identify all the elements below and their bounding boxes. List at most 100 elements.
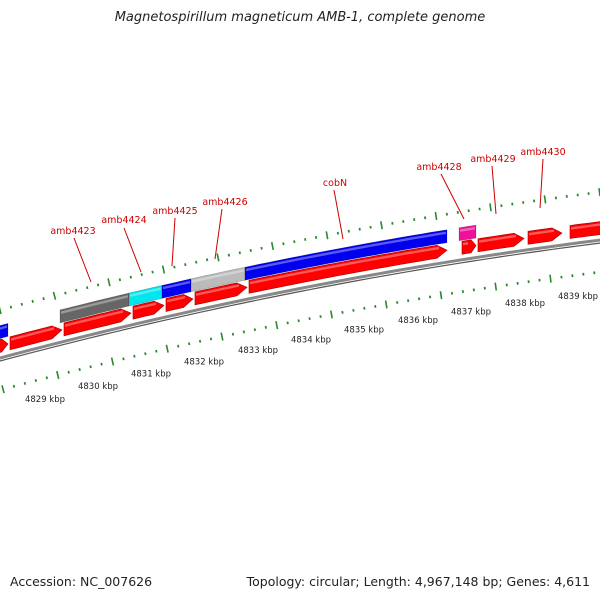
minor-tick bbox=[450, 291, 454, 295]
major-tick bbox=[434, 211, 438, 221]
minor-tick bbox=[177, 344, 180, 348]
minor-tick bbox=[227, 253, 231, 257]
minor-tick bbox=[319, 315, 322, 318]
minor-tick bbox=[118, 278, 122, 282]
minor-tick bbox=[9, 305, 13, 309]
minor-tick bbox=[260, 246, 263, 250]
minor-tick bbox=[363, 306, 366, 310]
gene-label: cobN bbox=[323, 178, 347, 189]
minor-tick bbox=[173, 265, 176, 269]
minor-tick bbox=[231, 332, 235, 336]
map-title: Magnetospirillum magneticum AMB-1, compl… bbox=[114, 10, 486, 25]
cds-arrow bbox=[248, 244, 448, 294]
minor-tick bbox=[238, 251, 241, 255]
cds-arrow-highlight bbox=[167, 296, 185, 303]
major-tick bbox=[52, 291, 57, 300]
feature-band-blue-left bbox=[0, 323, 9, 339]
gene-label-leader bbox=[73, 237, 92, 283]
gene-label-leader bbox=[491, 165, 497, 215]
feature-band-cyan-amb4424-highlight bbox=[130, 287, 161, 297]
major-tick bbox=[1, 385, 5, 394]
major-tick bbox=[439, 291, 443, 300]
cds-arrow bbox=[194, 282, 248, 306]
kbp-label: 4839 kbp bbox=[558, 292, 598, 302]
gene-label: amb4428 bbox=[416, 162, 461, 173]
cds-arrow bbox=[63, 308, 132, 337]
minor-tick bbox=[31, 299, 34, 303]
minor-tick bbox=[253, 328, 256, 332]
minor-tick bbox=[242, 330, 246, 334]
major-tick bbox=[494, 282, 498, 291]
major-tick bbox=[380, 221, 383, 230]
minor-tick bbox=[249, 248, 252, 253]
minor-tick bbox=[155, 349, 158, 353]
genome-summary-text: Topology: circular; Length: 4,967,148 bp… bbox=[246, 574, 590, 589]
genome-backbone bbox=[0, 238, 600, 362]
kbp-label: 4837 kbp bbox=[451, 307, 491, 317]
feature-band-blue-cobN bbox=[244, 229, 448, 281]
minor-tick bbox=[209, 337, 213, 341]
cds-arrow bbox=[9, 325, 63, 351]
cds-arrow bbox=[132, 300, 165, 320]
major-tick bbox=[325, 231, 329, 240]
minor-tick bbox=[407, 299, 410, 303]
major-tick bbox=[543, 195, 547, 204]
feature-band-blue-cobN-highlight bbox=[246, 231, 446, 272]
major-tick bbox=[489, 203, 492, 212]
kbp-label: 4834 kbp bbox=[291, 335, 331, 345]
minor-tick bbox=[129, 275, 132, 279]
kbp-label: 4831 kbp bbox=[131, 369, 171, 379]
minor-tick bbox=[86, 286, 89, 290]
feature-band-lightgray-amb4426-highlight bbox=[192, 269, 244, 283]
minor-tick bbox=[297, 319, 300, 323]
backbone-line-inner bbox=[0, 242, 600, 362]
gene-label-leader bbox=[123, 227, 142, 273]
gene-label: amb4430 bbox=[520, 147, 565, 158]
gene-label-leader bbox=[539, 158, 544, 209]
cds-arrow bbox=[165, 294, 194, 312]
cds-arrow-highlight bbox=[479, 234, 516, 243]
minor-tick bbox=[67, 370, 70, 374]
minor-tick bbox=[205, 258, 209, 262]
accession-text: Accession: NC_007626 bbox=[10, 574, 153, 589]
cds-arrow-highlight bbox=[463, 242, 468, 246]
minor-tick bbox=[34, 379, 38, 383]
major-tick bbox=[110, 357, 115, 366]
minor-tick bbox=[472, 288, 475, 292]
major-tick bbox=[330, 310, 333, 319]
minor-tick bbox=[42, 297, 45, 301]
gene-label: amb4423 bbox=[50, 226, 95, 237]
cds-arrow-highlight bbox=[134, 302, 156, 311]
feature-track bbox=[0, 224, 477, 339]
major-tick bbox=[384, 300, 388, 309]
minor-tick bbox=[341, 310, 344, 314]
minor-tick bbox=[96, 283, 100, 287]
kbp-label: 4838 kbp bbox=[505, 299, 545, 309]
minor-tick bbox=[89, 365, 92, 369]
kbp-label: 4835 kbp bbox=[344, 325, 384, 335]
feature-band-blue-amb4425-highlight bbox=[163, 280, 190, 290]
minor-tick bbox=[282, 242, 285, 246]
cds-arrow-highlight bbox=[65, 310, 123, 327]
cds-arrow-highlight bbox=[250, 246, 439, 285]
major-tick bbox=[56, 370, 60, 380]
cds-arrow-highlight bbox=[529, 229, 554, 236]
cds-arrow bbox=[477, 232, 525, 253]
minor-tick bbox=[198, 339, 202, 343]
feature-band-magenta-amb4428 bbox=[458, 224, 477, 242]
minor-tick bbox=[286, 321, 289, 325]
feature-band-magenta-amb4428-highlight bbox=[460, 227, 475, 232]
cds-arrow-highlight bbox=[196, 284, 239, 296]
kbp-label: 4829 kbp bbox=[25, 395, 65, 405]
major-tick bbox=[161, 265, 166, 274]
minor-tick bbox=[45, 376, 48, 380]
major-tick bbox=[0, 306, 2, 315]
minor-tick bbox=[188, 342, 191, 346]
cds-track bbox=[0, 221, 600, 353]
gene-label-layer: amb4423 amb4424 amb4425 amb4426 cobN amb4428 a… bbox=[50, 147, 566, 283]
minor-tick bbox=[20, 302, 23, 306]
major-tick bbox=[216, 253, 220, 262]
minor-tick bbox=[184, 263, 187, 267]
